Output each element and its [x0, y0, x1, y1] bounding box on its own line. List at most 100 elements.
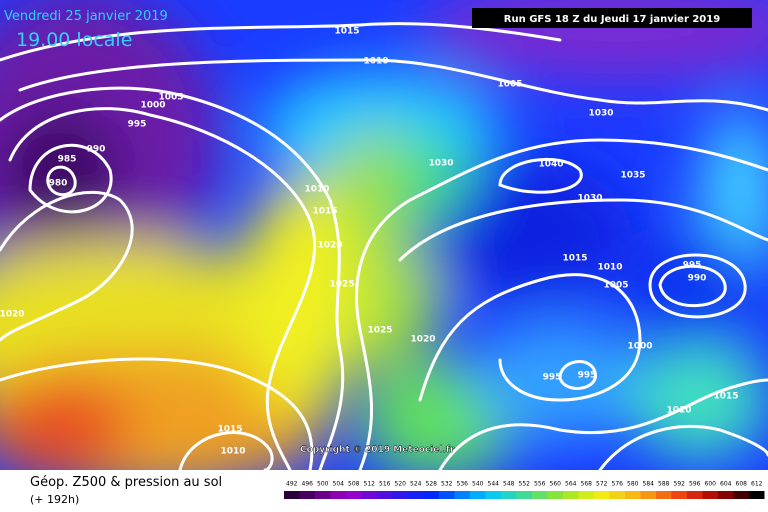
isobar-label: 1025 — [329, 280, 354, 290]
isobar-label: 1040 — [538, 160, 563, 170]
isobar-label: 1010 — [304, 185, 329, 195]
scale-label: 604 — [720, 481, 732, 488]
isobar-label: 1020 — [317, 241, 342, 251]
color-scale: 492 496 500 504 508 512 516 520 524 528 532 536 540 5… — [284, 481, 765, 499]
scale-swatch — [485, 491, 501, 499]
map-field — [0, 0, 768, 470]
copyright: Copyright © 2019 Meteociel.fr — [300, 445, 455, 455]
run-box — [472, 8, 752, 28]
scale-swatch — [733, 491, 749, 499]
isobar-labels: 1015101010051000995990985980100510301030… — [0, 27, 739, 457]
isobar-label: 1005 — [158, 93, 183, 103]
scale-label: 580 — [627, 481, 639, 488]
isobar-label: 1005 — [497, 80, 522, 90]
isobar-label: 1020 — [0, 310, 25, 320]
scale-swatch — [392, 491, 408, 499]
scale-label: 536 — [457, 481, 469, 488]
scale-swatch — [361, 491, 377, 499]
scale-swatch — [501, 491, 517, 499]
scale-label: 504 — [333, 481, 345, 488]
scale-swatch — [718, 491, 734, 499]
scale-swatch — [439, 491, 455, 499]
scale-swatch — [299, 491, 315, 499]
isobar-label: 1015 — [713, 392, 738, 402]
scale-swatch — [702, 491, 718, 499]
scale-label: 608 — [736, 481, 748, 488]
isobar-label: 995 — [578, 371, 597, 381]
scale-label: 492 — [286, 481, 298, 488]
scale-label: 548 — [503, 481, 515, 488]
time: 19.00 locale — [16, 29, 132, 51]
isobar-label: 1000 — [627, 342, 652, 352]
scale-label: 552 — [519, 481, 531, 488]
isobar-label: 1030 — [428, 159, 453, 169]
scale-label: 564 — [565, 481, 577, 488]
isobar-label: 985 — [58, 155, 77, 165]
scale-swatch — [609, 491, 625, 499]
scale-swatch — [671, 491, 687, 499]
scale-swatch — [408, 491, 424, 499]
scale-swatch — [640, 491, 656, 499]
scale-label: 556 — [534, 481, 546, 488]
isobar-label: 1000 — [140, 101, 165, 111]
scale-label: 572 — [596, 481, 608, 488]
scale-label: 568 — [581, 481, 593, 488]
isobar-label: 1015 — [562, 254, 587, 264]
scale-label: 516 — [379, 481, 391, 488]
isobar-label: 1015 — [312, 207, 337, 217]
scale-swatch — [563, 491, 579, 499]
isobar-label: 1015 — [217, 425, 242, 435]
scale-label: 560 — [550, 481, 562, 488]
scale-swatch — [532, 491, 548, 499]
scale-swatch — [656, 491, 672, 499]
scale-label: 544 — [488, 481, 500, 488]
scale-label: 592 — [674, 481, 686, 488]
scale-swatch — [516, 491, 532, 499]
scale-swatch — [470, 491, 486, 499]
scale-label: 528 — [426, 481, 438, 488]
isobar-label: 1030 — [588, 109, 613, 119]
scale-label: 540 — [472, 481, 484, 488]
isobar-label: 1010 — [363, 57, 388, 67]
isobar-label: 1010 — [220, 447, 245, 457]
isobar-label: 995 — [683, 261, 702, 271]
footer-lead: (+ 192h) — [30, 493, 79, 506]
scale-swatch — [687, 491, 703, 499]
isobar-label: 990 — [688, 274, 707, 284]
date: Vendredi 25 janvier 2019 — [4, 9, 168, 24]
isobar-label: 1005 — [603, 281, 628, 291]
scale-label: 596 — [689, 481, 701, 488]
isobar-label: 1010 — [666, 406, 691, 416]
scale-label: 524 — [410, 481, 422, 488]
scale-label: 584 — [643, 481, 655, 488]
scale-swatch — [578, 491, 594, 499]
scale-swatch — [377, 491, 393, 499]
scale-label: 520 — [395, 481, 407, 488]
scale-label: 532 — [441, 481, 453, 488]
scale-label: 588 — [658, 481, 670, 488]
isobar-label: 1015 — [334, 27, 359, 37]
scale-swatch — [315, 491, 331, 499]
isobar-label: 990 — [87, 145, 106, 155]
scale-label: 512 — [364, 481, 376, 488]
scale-swatch — [423, 491, 439, 499]
scale-label: 600 — [705, 481, 717, 488]
isobar-label: 1020 — [410, 335, 435, 345]
scale-swatch — [330, 491, 346, 499]
isobar-label: 995 — [128, 120, 147, 130]
scale-swatch — [594, 491, 610, 499]
scale-swatch — [749, 491, 765, 499]
scale-swatch — [547, 491, 563, 499]
scale-label: 500 — [317, 481, 329, 488]
scale-label: 612 — [751, 481, 763, 488]
scale-label: 576 — [612, 481, 624, 488]
scale-swatch — [454, 491, 470, 499]
isobar-label: 980 — [49, 179, 68, 189]
isobar-label: 1030 — [577, 194, 602, 204]
scale-label: 508 — [348, 481, 360, 488]
isobar-label: 995 — [543, 373, 562, 383]
isobar-label: 1035 — [620, 171, 645, 181]
scale-swatch — [625, 491, 641, 499]
footer-title: Géop. Z500 & pression au sol — [30, 475, 222, 490]
